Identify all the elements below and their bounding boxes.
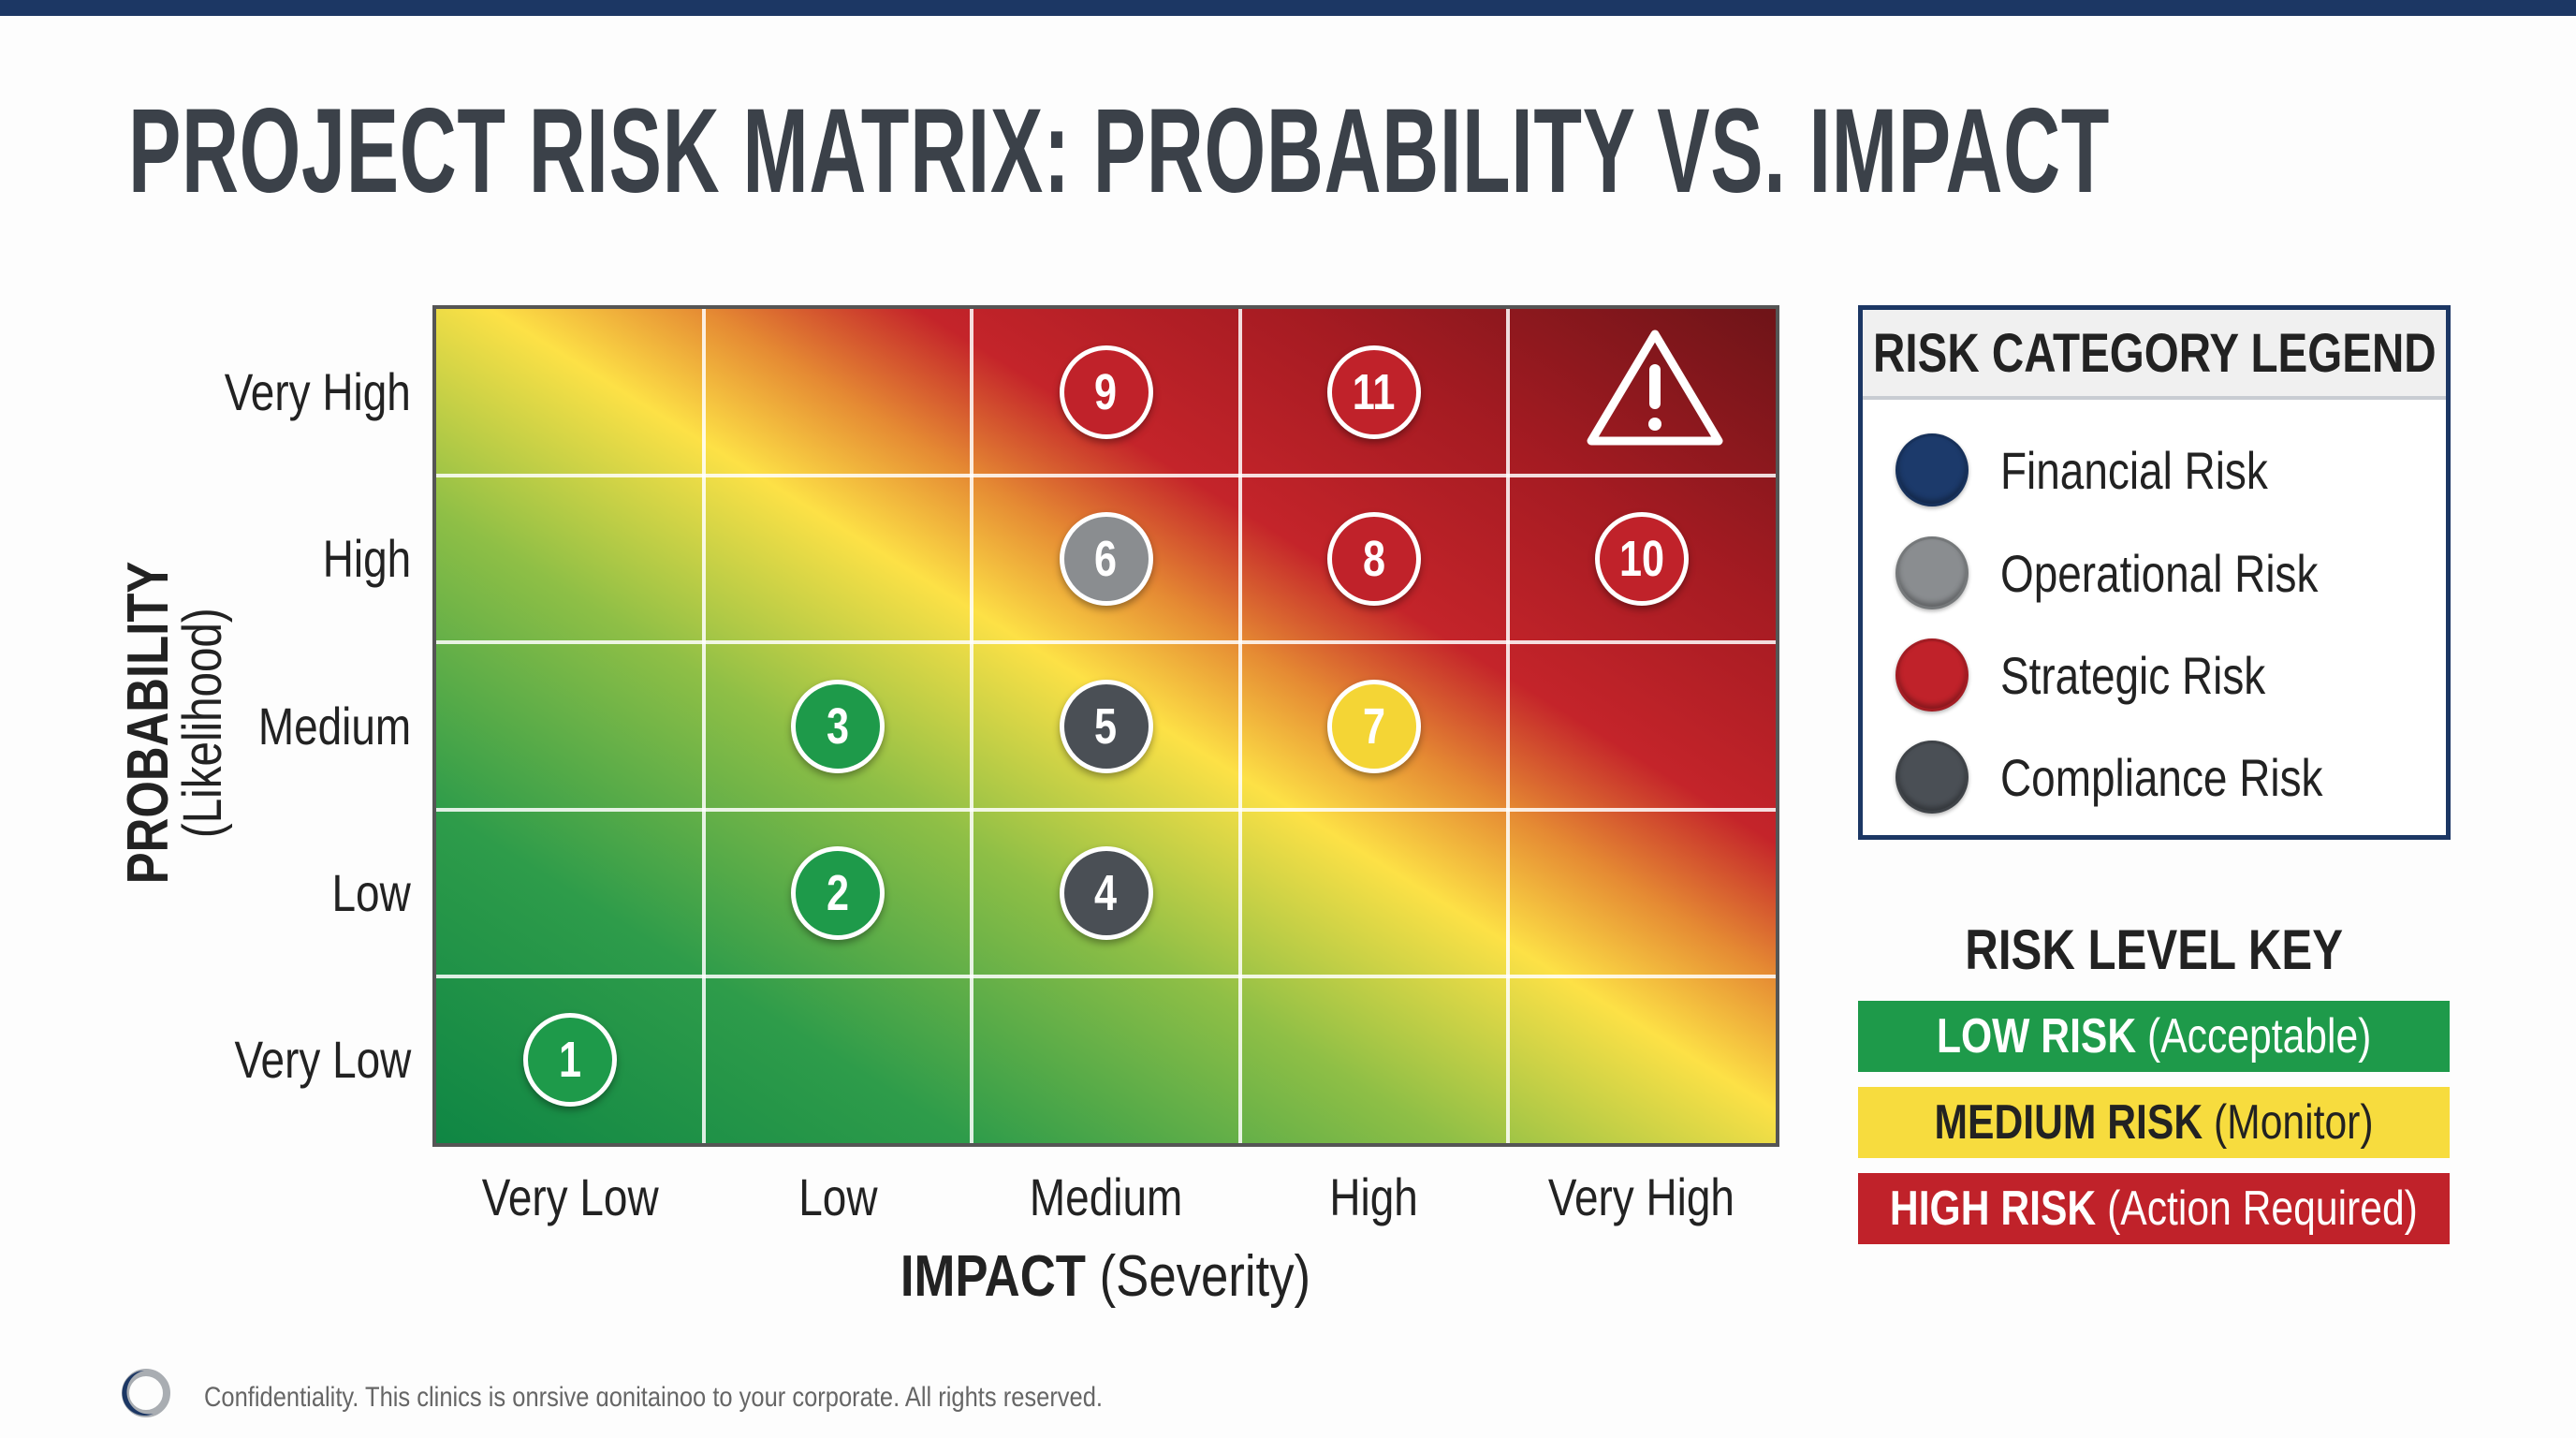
legend-item: Strategic Risk xyxy=(1895,638,2323,712)
risk-marker-5[interactable]: 5 xyxy=(1059,679,1153,773)
y-tick-label: Medium xyxy=(257,696,411,756)
risk-matrix: 1 2 3 4 5 6 7 8 9 10 11 xyxy=(432,305,1779,1147)
grid-line-horizontal xyxy=(436,640,1776,645)
y-axis-title-rest: (Likelihood) xyxy=(172,608,233,838)
grid-line-vertical xyxy=(1505,309,1510,1143)
risk-marker-6[interactable]: 6 xyxy=(1059,512,1153,607)
x-tick-label: Very Low xyxy=(481,1167,659,1226)
legend-swatch xyxy=(1895,433,1969,506)
legend-label: Operational Risk xyxy=(2000,543,2319,603)
legend-label: Financial Risk xyxy=(2000,440,2268,500)
risk-marker-11[interactable]: 11 xyxy=(1326,345,1421,440)
risk-marker-7[interactable]: 7 xyxy=(1326,679,1421,773)
top-bar xyxy=(0,0,2576,16)
legend-swatch xyxy=(1895,536,1969,609)
risk-level-bar: LOW RISK (Acceptable) xyxy=(1858,1001,2450,1072)
legend-label: Compliance Risk xyxy=(2000,747,2323,807)
y-tick-label: Very High xyxy=(224,362,411,422)
y-tick-label: Very Low xyxy=(234,1029,411,1089)
legend-title: RISK CATEGORY LEGEND xyxy=(1872,322,2437,384)
risk-level-key-title: RISK LEVEL KEY xyxy=(1965,918,2344,981)
grid-line-horizontal xyxy=(436,474,1776,478)
y-axis-title-bold: PROBABILITY xyxy=(116,561,181,885)
x-axis-title-rest: (Severity) xyxy=(1099,1244,1311,1309)
legend-item: Financial Risk xyxy=(1895,433,2327,507)
legend-label: Strategic Risk xyxy=(2000,645,2266,705)
ring-logo-icon xyxy=(122,1369,170,1417)
grid-line-horizontal xyxy=(436,807,1776,812)
grid-line-vertical xyxy=(970,309,974,1143)
warning-triangle-icon xyxy=(1587,330,1723,446)
y-tick-label: Low xyxy=(331,862,411,922)
x-tick-label: Low xyxy=(798,1167,878,1226)
y-tick-label: High xyxy=(322,529,411,589)
x-axis-title-bold: IMPACT xyxy=(900,1244,1086,1309)
risk-marker-2[interactable]: 2 xyxy=(791,845,886,940)
grid-line-vertical xyxy=(702,309,707,1143)
grid-line-vertical xyxy=(1237,309,1242,1143)
risk-marker-4[interactable]: 4 xyxy=(1059,845,1153,940)
page-title: PROJECT RISK MATRIX: PROBABILITY VS. IMP… xyxy=(128,84,2111,218)
risk-marker-3[interactable]: 3 xyxy=(791,679,886,773)
x-tick-label: High xyxy=(1329,1167,1418,1226)
legend-swatch xyxy=(1895,741,1969,814)
risk-marker-10[interactable]: 10 xyxy=(1594,512,1689,607)
legend-swatch xyxy=(1895,638,1969,712)
grid-line-horizontal xyxy=(436,974,1776,978)
risk-marker-8[interactable]: 8 xyxy=(1326,512,1421,607)
risk-level-bar: MEDIUM RISK (Monitor) xyxy=(1858,1087,2450,1158)
legend-item: Compliance Risk xyxy=(1895,740,2393,814)
footer-confidentiality: Confidentiality. This clinics is onrsive… xyxy=(204,1382,1104,1413)
x-tick-label: Very High xyxy=(1548,1167,1735,1226)
risk-level-bar: HIGH RISK (Action Required) xyxy=(1858,1173,2450,1244)
legend-item: Operational Risk xyxy=(1895,536,2388,610)
risk-category-legend: RISK CATEGORY LEGEND Financial Risk Opera… xyxy=(1858,305,2451,840)
risk-marker-9[interactable]: 9 xyxy=(1059,345,1153,440)
x-tick-label: Medium xyxy=(1029,1167,1183,1226)
risk-marker-1[interactable]: 1 xyxy=(523,1012,618,1107)
